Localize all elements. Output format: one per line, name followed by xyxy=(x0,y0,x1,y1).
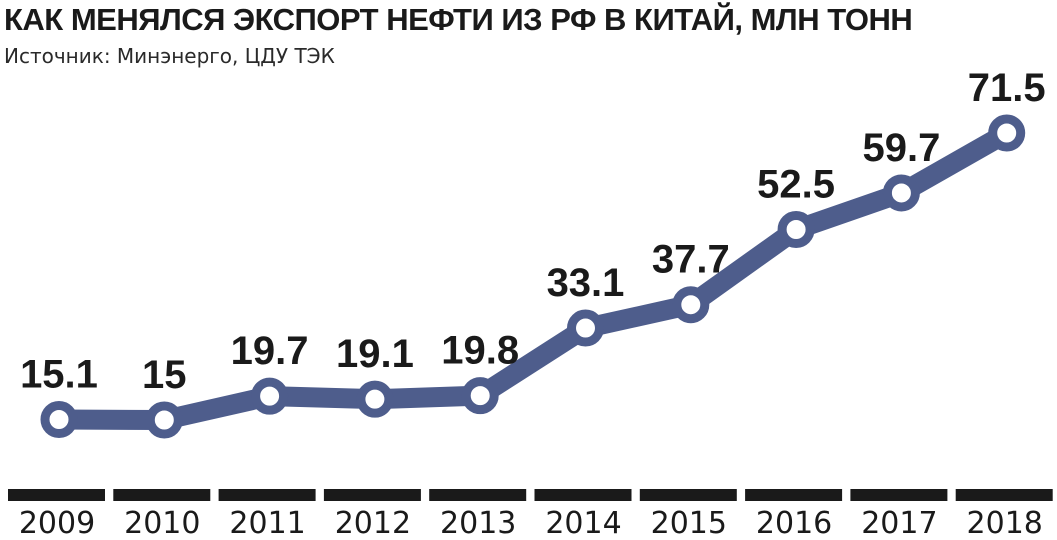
axis-segment-2015 xyxy=(639,489,737,501)
data-point-2010 xyxy=(145,401,183,439)
axis-segment-2010 xyxy=(113,489,211,501)
series-line xyxy=(49,123,1017,430)
data-point-2015 xyxy=(672,286,710,324)
value-label-2013: 19.8 xyxy=(441,329,519,373)
chart-subtitle: Источник: Минэнерго, ЦДУ ТЭК xyxy=(4,44,335,68)
value-label-2012: 19.1 xyxy=(336,332,414,376)
axis-segment-2011 xyxy=(218,489,316,501)
value-label-2015: 37.7 xyxy=(652,238,730,282)
axis-segment-2016 xyxy=(745,489,843,501)
x-tick-label-2015: 2015 xyxy=(651,506,727,540)
axis-segment-2018 xyxy=(955,489,1053,501)
data-point-2011 xyxy=(251,377,289,415)
x-tick-label-2018: 2018 xyxy=(967,506,1043,540)
axis-segment-2013 xyxy=(429,489,527,501)
value-label-2018: 71.5 xyxy=(968,66,1046,110)
value-label-2014: 33.1 xyxy=(547,261,625,305)
x-tick-label-2011: 2011 xyxy=(229,506,305,540)
x-tick-label-2013: 2013 xyxy=(440,506,516,540)
axis-segment-2009 xyxy=(8,489,105,501)
value-label-2010: 15 xyxy=(142,353,187,397)
axis-segment-2012 xyxy=(323,489,421,501)
data-point-2017 xyxy=(882,174,920,212)
axis-segment-2014 xyxy=(534,489,632,501)
value-label-2017: 59.7 xyxy=(862,126,940,170)
data-point-2013 xyxy=(461,377,499,415)
axis-segment-2017 xyxy=(850,489,948,501)
value-label-2011: 19.7 xyxy=(231,329,309,373)
x-tick-label-2017: 2017 xyxy=(861,506,937,540)
data-point-2018 xyxy=(988,114,1026,152)
x-tick-label-2012: 2012 xyxy=(335,506,411,540)
data-point-2012 xyxy=(356,380,394,418)
x-tick-label-2009: 2009 xyxy=(19,506,95,540)
data-point-2009 xyxy=(40,400,78,438)
x-tick-label-2014: 2014 xyxy=(545,506,621,540)
data-point-2016 xyxy=(777,211,815,249)
value-label-2016: 52.5 xyxy=(757,163,835,207)
chart-title: КАК МЕНЯЛСЯ ЭКСПОРТ НЕФТИ ИЗ РФ В КИТАЙ,… xyxy=(4,2,913,37)
data-point-2014 xyxy=(567,309,604,347)
x-tick-label-2010: 2010 xyxy=(124,506,200,540)
x-tick-label-2016: 2016 xyxy=(756,506,832,540)
value-label-2009: 15.1 xyxy=(20,352,98,396)
